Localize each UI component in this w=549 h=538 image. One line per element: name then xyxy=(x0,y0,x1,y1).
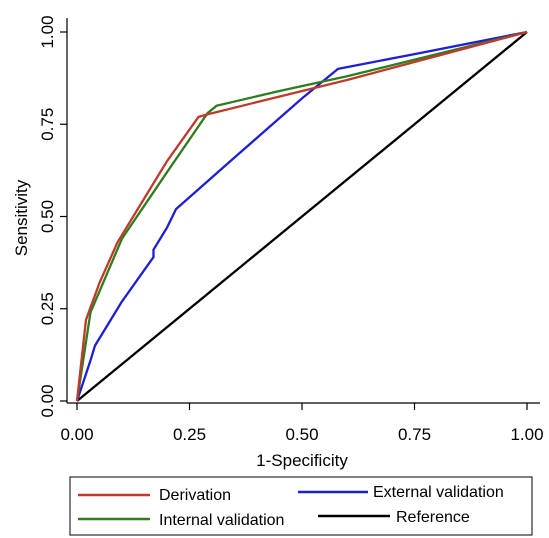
legend: Derivation External validation Internal va… xyxy=(69,476,533,536)
legend-label-external-validation: External validation xyxy=(373,484,504,501)
y-tick-label: 0.75 xyxy=(38,108,57,141)
x-tick-label: 0.00 xyxy=(60,425,93,444)
series-line-internal-validation xyxy=(75,30,528,402)
y-tick-label: 0.00 xyxy=(38,384,57,417)
legend-label-derivation: Derivation xyxy=(159,487,231,504)
series-layer xyxy=(75,30,528,402)
x-tick-label: 1.00 xyxy=(510,425,543,444)
series-line-derivation xyxy=(75,30,528,402)
legend-label-reference: Reference xyxy=(396,509,470,526)
x-tick-label: 0.25 xyxy=(173,425,206,444)
series-line-reference xyxy=(76,31,528,402)
y-tick-label: 0.25 xyxy=(38,292,57,325)
series-line-external-validation xyxy=(75,30,528,402)
x-axis-title: 1-Specificity xyxy=(256,451,348,470)
legend-label-internal-validation: Internal validation xyxy=(159,512,284,529)
x-tick-label: 0.75 xyxy=(398,425,431,444)
tick-marks: 0.00 0.25 0.50 0.75 1.00 0.00 0.25 0.50 0.75 1.00 xyxy=(38,15,544,444)
y-tick-label: 0.50 xyxy=(38,200,57,233)
x-tick-label: 0.50 xyxy=(285,425,318,444)
y-axis-title: Sensitivity xyxy=(12,179,31,256)
legend-box xyxy=(69,476,533,536)
y-tick-label: 1.00 xyxy=(38,15,57,48)
axes xyxy=(66,18,540,404)
